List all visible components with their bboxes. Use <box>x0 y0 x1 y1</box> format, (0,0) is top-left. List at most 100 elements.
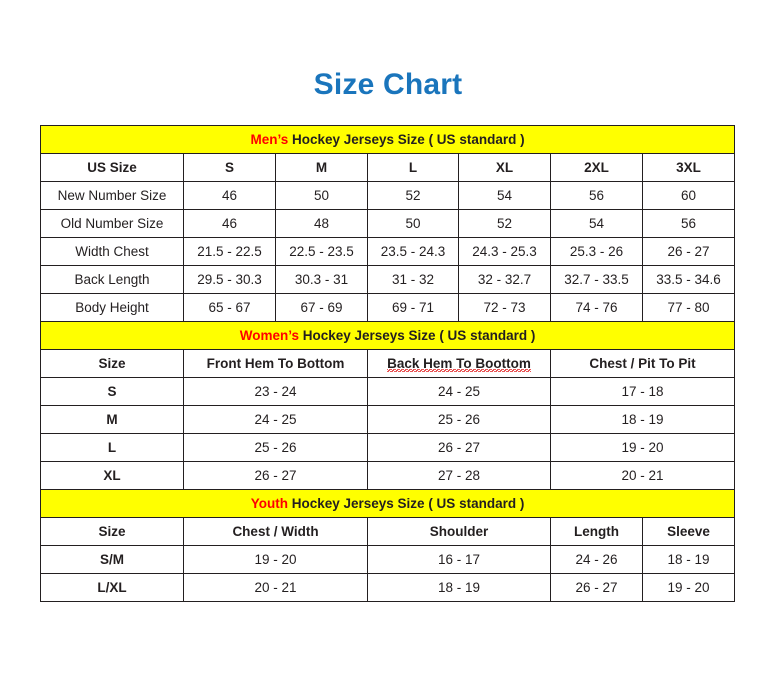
cell-womens-0-2: 17 - 18 <box>549 377 736 406</box>
row-label-mens-3: Back Length <box>40 265 184 294</box>
cell-mens-0-2: 52 <box>367 181 459 210</box>
cell-mens-1-4: 54 <box>550 209 643 238</box>
table-row: New Number Size 46 50 52 54 56 60 <box>40 181 736 210</box>
row-label-mens-1: Old Number Size <box>40 209 184 238</box>
col-header-womens-2: Back Hem To Boottom <box>367 349 551 378</box>
cell-mens-4-5: 77 - 80 <box>641 293 736 322</box>
cell-mens-0-4: 56 <box>550 181 643 210</box>
banner-rest-mens: Hockey Jerseys Size ( US standard ) <box>288 132 525 147</box>
section-banner-youth: Youth Hockey Jerseys Size ( US standard … <box>39 489 736 518</box>
row-label-youth-0: S/M <box>40 545 184 574</box>
cell-youth-1-2: 26 - 27 <box>550 573 643 602</box>
cell-womens-1-2: 18 - 19 <box>549 405 736 434</box>
cell-womens-2-1: 26 - 27 <box>367 433 551 462</box>
table-row: M 24 - 25 25 - 26 18 - 19 <box>40 405 736 434</box>
banner-highlight-mens: Men’s <box>250 132 289 147</box>
cell-womens-2-2: 19 - 20 <box>549 433 736 462</box>
cell-youth-1-1: 18 - 19 <box>367 573 551 602</box>
cell-mens-0-3: 54 <box>458 181 551 210</box>
cell-womens-0-1: 24 - 25 <box>367 377 551 406</box>
cell-mens-1-3: 52 <box>458 209 551 238</box>
table-row: XL 26 - 27 27 - 28 20 - 21 <box>40 461 736 490</box>
cell-youth-1-0: 20 - 21 <box>183 573 368 602</box>
banner-rest-womens: Hockey Jerseys Size ( US standard ) <box>298 328 536 343</box>
cell-mens-1-2: 50 <box>367 209 459 238</box>
cell-mens-2-5: 26 - 27 <box>641 237 736 266</box>
cell-mens-1-5: 56 <box>641 209 736 238</box>
row-label-womens-1: M <box>40 405 184 434</box>
row-label-mens-2: Width Chest <box>40 237 184 266</box>
cell-mens-2-3: 24.3 - 25.3 <box>458 237 551 266</box>
col-header-mens-1: S <box>183 153 276 182</box>
table-row: S 23 - 24 24 - 25 17 - 18 <box>40 377 736 406</box>
banner-rest-youth: Hockey Jerseys Size ( US standard ) <box>287 496 525 511</box>
column-header-row-womens: Size Front Hem To Bottom Back Hem To Boo… <box>40 349 736 378</box>
cell-womens-2-0: 25 - 26 <box>183 433 368 462</box>
cell-mens-3-3: 32 - 32.7 <box>458 265 551 294</box>
cell-mens-2-0: 21.5 - 22.5 <box>183 237 276 266</box>
cell-mens-2-2: 23.5 - 24.3 <box>367 237 459 266</box>
cell-youth-0-1: 16 - 17 <box>367 545 551 574</box>
size-chart-table: Men’s Hockey Jerseys Size ( US standard … <box>39 125 736 602</box>
banner-highlight-youth: Youth <box>250 496 288 511</box>
cell-mens-1-1: 48 <box>275 209 368 238</box>
cell-youth-0-0: 19 - 20 <box>183 545 368 574</box>
row-label-mens-0: New Number Size <box>40 181 184 210</box>
cell-womens-3-2: 20 - 21 <box>549 461 736 490</box>
banner-text-youth: Youth Hockey Jerseys Size ( US standard … <box>39 489 736 518</box>
cell-womens-1-1: 25 - 26 <box>367 405 551 434</box>
cell-womens-3-1: 27 - 28 <box>367 461 551 490</box>
table-row: Old Number Size 46 48 50 52 54 56 <box>40 209 736 238</box>
cell-mens-1-0: 46 <box>183 209 276 238</box>
cell-mens-2-4: 25.3 - 26 <box>550 237 643 266</box>
col-header-youth-2: Shoulder <box>367 517 551 546</box>
cell-womens-3-0: 26 - 27 <box>183 461 368 490</box>
col-header-womens-1: Front Hem To Bottom <box>183 349 368 378</box>
row-label-womens-3: XL <box>40 461 184 490</box>
section-banner-mens: Men’s Hockey Jerseys Size ( US standard … <box>39 125 736 154</box>
cell-mens-2-1: 22.5 - 23.5 <box>275 237 368 266</box>
cell-mens-4-2: 69 - 71 <box>367 293 459 322</box>
banner-highlight-womens: Women’s <box>239 328 299 343</box>
banner-text-mens: Men’s Hockey Jerseys Size ( US standard … <box>39 125 736 154</box>
row-label-mens-4: Body Height <box>40 293 184 322</box>
table-row: Back Length 29.5 - 30.3 30.3 - 31 31 - 3… <box>40 265 736 294</box>
col-header-mens-2: M <box>275 153 368 182</box>
cell-mens-4-0: 65 - 67 <box>183 293 276 322</box>
cell-mens-4-3: 72 - 73 <box>458 293 551 322</box>
column-header-row-mens: US Size S M L XL 2XL 3XL <box>40 153 736 182</box>
page-title: Size Chart <box>313 68 463 101</box>
col-header-youth-1: Chest / Width <box>183 517 368 546</box>
section-banner-womens: Women’s Hockey Jerseys Size ( US standar… <box>39 321 736 350</box>
table-row: Width Chest 21.5 - 22.5 22.5 - 23.5 23.5… <box>40 237 736 266</box>
cell-mens-3-1: 30.3 - 31 <box>275 265 368 294</box>
table-row: Body Height 65 - 67 67 - 69 69 - 71 72 -… <box>40 293 736 322</box>
col-header-mens-6: 3XL <box>641 153 736 182</box>
table-row: L 25 - 26 26 - 27 19 - 20 <box>40 433 736 462</box>
cell-mens-3-4: 32.7 - 33.5 <box>550 265 643 294</box>
cell-youth-0-3: 18 - 19 <box>641 545 736 574</box>
col-header-youth-3: Length <box>550 517 643 546</box>
col-header-mens-5: 2XL <box>550 153 643 182</box>
cell-mens-4-4: 74 - 76 <box>550 293 643 322</box>
cell-mens-4-1: 67 - 69 <box>275 293 368 322</box>
row-label-womens-0: S <box>40 377 184 406</box>
col-header-mens-4: XL <box>458 153 551 182</box>
cell-womens-0-0: 23 - 24 <box>183 377 368 406</box>
col-header-womens-2-text: Back Hem To Boottom <box>387 355 531 372</box>
row-label-womens-2: L <box>40 433 184 462</box>
col-header-womens-3: Chest / Pit To Pit <box>549 349 736 378</box>
cell-mens-3-0: 29.5 - 30.3 <box>183 265 276 294</box>
column-header-row-youth: Size Chest / Width Shoulder Length Sleev… <box>40 517 736 546</box>
col-header-womens-0: Size <box>40 349 184 378</box>
col-header-mens-3: L <box>367 153 459 182</box>
table-row: S/M 19 - 20 16 - 17 24 - 26 18 - 19 <box>40 545 736 574</box>
cell-youth-0-2: 24 - 26 <box>550 545 643 574</box>
cell-mens-0-5: 60 <box>641 181 736 210</box>
col-header-youth-4: Sleeve <box>641 517 736 546</box>
cell-mens-3-2: 31 - 32 <box>367 265 459 294</box>
col-header-mens-0: US Size <box>40 153 184 182</box>
table-row: L/XL 20 - 21 18 - 19 26 - 27 19 - 20 <box>40 573 736 602</box>
cell-mens-0-0: 46 <box>183 181 276 210</box>
